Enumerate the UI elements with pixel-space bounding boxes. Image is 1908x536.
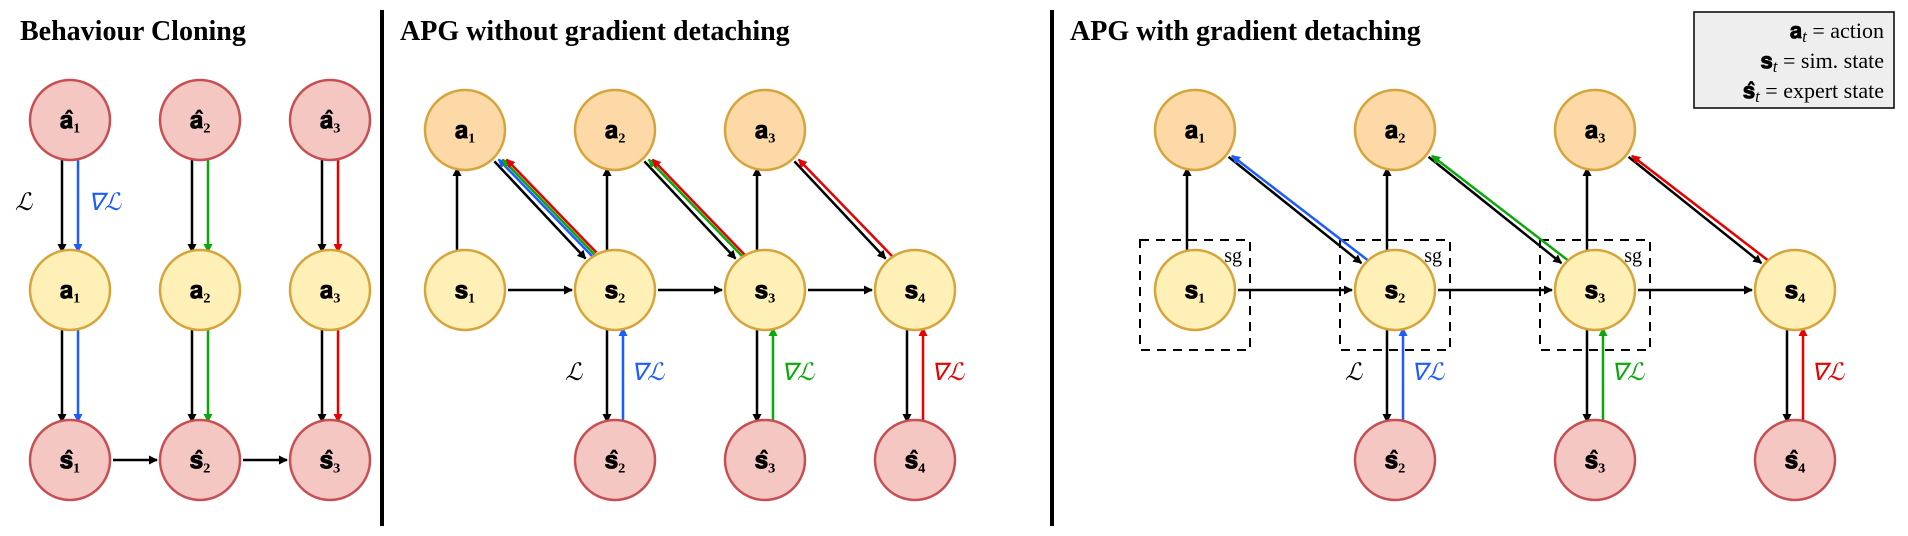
svg-text:𝐬̂₄: 𝐬̂₄ bbox=[905, 448, 926, 474]
svg-text:𝐚₁: 𝐚₁ bbox=[455, 118, 476, 144]
svg-text:𝐬̂₂: 𝐬̂₂ bbox=[1385, 448, 1406, 474]
svg-text:Behaviour Cloning: Behaviour Cloning bbox=[20, 16, 246, 47]
svg-text:𝐬̂₄: 𝐬̂₄ bbox=[1785, 448, 1806, 474]
svg-text:ℒ: ℒ bbox=[565, 360, 583, 386]
svg-text:𝐚₁: 𝐚₁ bbox=[60, 278, 81, 304]
svg-text:𝐬₄: 𝐬₄ bbox=[905, 278, 926, 304]
svg-text:APG without gradient detaching: APG without gradient detaching bbox=[400, 16, 790, 47]
svg-text:APG with gradient detaching: APG with gradient detaching bbox=[1070, 16, 1421, 47]
svg-text:∇ℒ: ∇ℒ bbox=[1811, 360, 1845, 386]
svg-text:𝐬₃: 𝐬₃ bbox=[1585, 278, 1606, 304]
svg-text:𝐬̂₃: 𝐬̂₃ bbox=[1585, 448, 1606, 474]
svg-text:𝐚̂₂: 𝐚̂₂ bbox=[190, 108, 211, 134]
svg-text:𝐚̂₃: 𝐚̂₃ bbox=[320, 108, 341, 134]
svg-text:sg: sg bbox=[1424, 245, 1442, 267]
svg-text:𝐬₃: 𝐬₃ bbox=[755, 278, 776, 304]
svg-text:𝐬̂₂: 𝐬̂₂ bbox=[190, 448, 211, 474]
svg-text:∇ℒ: ∇ℒ bbox=[1611, 360, 1645, 386]
svg-text:𝐬̂₁: 𝐬̂₁ bbox=[60, 448, 81, 474]
svg-text:∇ℒ: ∇ℒ bbox=[88, 190, 122, 216]
svg-text:𝐬₁: 𝐬₁ bbox=[455, 278, 476, 304]
svg-text:𝐬₄: 𝐬₄ bbox=[1785, 278, 1806, 304]
svg-text:𝐚₃: 𝐚₃ bbox=[320, 278, 341, 304]
svg-text:𝐬₁: 𝐬₁ bbox=[1185, 278, 1206, 304]
svg-text:𝐚₂: 𝐚₂ bbox=[1385, 118, 1406, 144]
svg-text:𝐬̂₃: 𝐬̂₃ bbox=[320, 448, 341, 474]
svg-text:𝐬t = sim. state: 𝐬t = sim. state bbox=[1761, 48, 1884, 76]
svg-text:∇ℒ: ∇ℒ bbox=[931, 360, 965, 386]
svg-text:𝐬̂₃: 𝐬̂₃ bbox=[755, 448, 776, 474]
svg-text:𝐚₃: 𝐚₃ bbox=[1585, 118, 1606, 144]
svg-text:𝐬₂: 𝐬₂ bbox=[605, 278, 626, 304]
svg-text:ℒ: ℒ bbox=[15, 190, 33, 216]
svg-text:𝐚₂: 𝐚₂ bbox=[605, 118, 626, 144]
svg-text:𝐚₃: 𝐚₃ bbox=[755, 118, 776, 144]
svg-text:sg: sg bbox=[1224, 245, 1242, 267]
svg-text:𝐚₁: 𝐚₁ bbox=[1185, 118, 1206, 144]
svg-text:𝐚̂₁: 𝐚̂₁ bbox=[60, 108, 81, 134]
svg-text:∇ℒ: ∇ℒ bbox=[1411, 360, 1445, 386]
svg-text:𝐚₂: 𝐚₂ bbox=[190, 278, 211, 304]
svg-text:𝐬̂₂: 𝐬̂₂ bbox=[605, 448, 626, 474]
svg-text:∇ℒ: ∇ℒ bbox=[631, 360, 665, 386]
svg-text:𝐬₂: 𝐬₂ bbox=[1385, 278, 1406, 304]
diagram-canvas: Behaviour Cloning APG without gradient de… bbox=[0, 0, 1908, 536]
svg-text:∇ℒ: ∇ℒ bbox=[781, 360, 815, 386]
svg-text:𝐬̂t = expert state: 𝐬̂t = expert state bbox=[1743, 78, 1884, 106]
svg-text:sg: sg bbox=[1624, 245, 1642, 267]
svg-text:ℒ: ℒ bbox=[1345, 360, 1363, 386]
